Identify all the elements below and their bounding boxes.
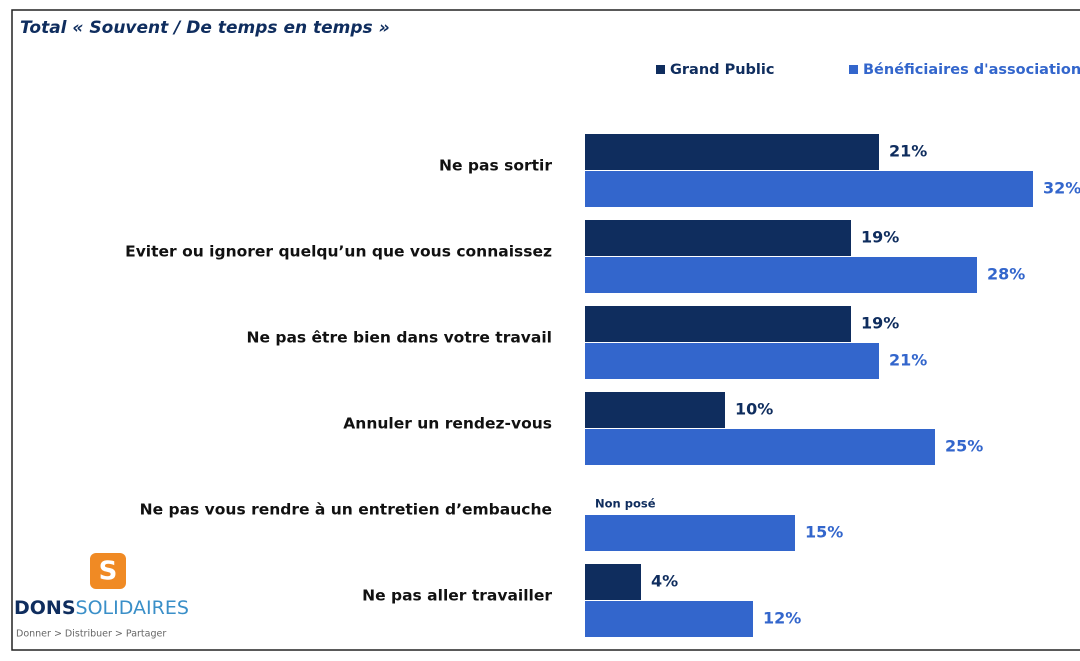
- legend-swatch: [849, 65, 858, 74]
- value-label: 4%: [651, 572, 678, 591]
- legend-swatch: [656, 65, 665, 74]
- value-label: 19%: [861, 228, 899, 247]
- logo-name: DONSSOLIDAIRES: [14, 597, 189, 619]
- value-label: 28%: [987, 265, 1025, 284]
- bar: [585, 429, 935, 465]
- category-label: Ne pas être bien dans votre travail: [246, 329, 552, 347]
- bar: [585, 564, 641, 600]
- category-label: Annuler un rendez-vous: [343, 415, 552, 433]
- bar: [585, 343, 879, 379]
- bar: [585, 220, 851, 256]
- value-label: 21%: [889, 351, 927, 370]
- category-label: Ne pas sortir: [439, 157, 552, 175]
- bar: [585, 171, 1033, 207]
- category-label: Ne pas vous rendre à un entretien d’emba…: [140, 501, 552, 519]
- value-label: 25%: [945, 437, 983, 456]
- bar: [585, 515, 795, 551]
- chart-title: Total « Souvent / De temps en temps »: [20, 18, 390, 38]
- logo-icon: [90, 553, 126, 589]
- annotation: Non posé: [595, 497, 656, 511]
- value-label: 15%: [805, 523, 843, 542]
- value-label: 21%: [889, 142, 927, 161]
- bar: [585, 134, 879, 170]
- value-label: 12%: [763, 609, 801, 628]
- legend-label: Grand Public: [670, 62, 774, 78]
- value-label: 32%: [1043, 179, 1080, 198]
- logo-bold: DONS: [14, 597, 76, 619]
- logo-light: SOLIDAIRES: [76, 597, 189, 619]
- frame: [11, 9, 1080, 651]
- bar: [585, 392, 725, 428]
- category-label: Eviter ou ignorer quelqu’un que vous con…: [125, 243, 552, 261]
- logo-tagline: Donner > Distribuer > Partager: [16, 629, 166, 640]
- bar: [585, 601, 753, 637]
- category-label: Ne pas aller travailler: [362, 587, 552, 605]
- legend-label: Bénéficiaires d'associations: [863, 62, 1080, 78]
- value-label: 10%: [735, 400, 773, 419]
- bar: [585, 306, 851, 342]
- value-label: 19%: [861, 314, 899, 333]
- logo-mark: S: [99, 557, 118, 587]
- bar: [585, 257, 977, 293]
